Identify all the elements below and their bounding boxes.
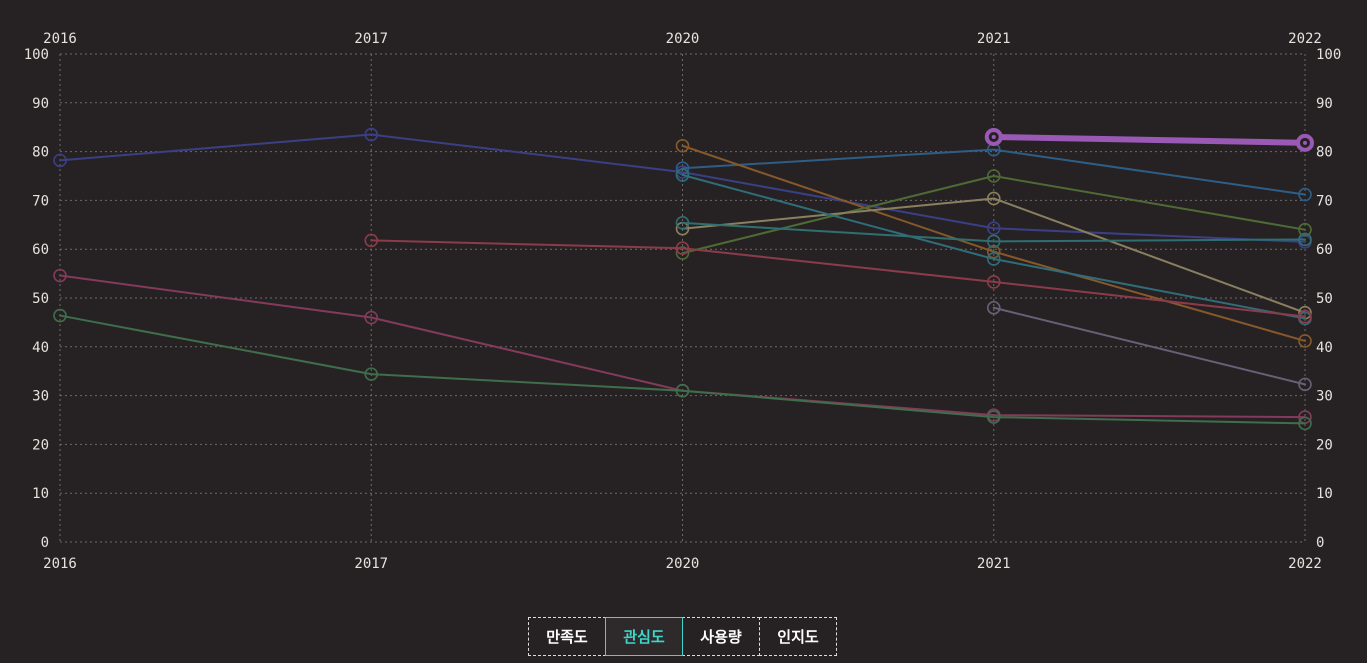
tab-interest[interactable]: 관심도 [605, 617, 683, 656]
series-8 [364, 233, 1312, 324]
y-tick-label-right: 80 [1316, 145, 1333, 161]
data-point[interactable] [675, 246, 690, 260]
data-point[interactable] [675, 216, 690, 230]
data-point[interactable] [675, 383, 690, 398]
data-point[interactable] [1298, 222, 1312, 237]
y-tick-label-left: 100 [24, 47, 49, 63]
y-tick-label-right: 60 [1316, 242, 1333, 258]
x-tick-label-top: 2017 [354, 31, 388, 47]
data-point[interactable] [364, 367, 379, 381]
x-tick-label-top: 2022 [1288, 31, 1322, 47]
data-point[interactable] [53, 268, 67, 283]
x-tick-label-bottom: 2017 [354, 556, 388, 572]
data-point[interactable] [986, 169, 1001, 183]
y-tick-label-right: 50 [1316, 291, 1333, 307]
series-4 [675, 169, 1312, 260]
series-line [370, 239, 1306, 318]
x-tick-label-top: 2020 [666, 31, 700, 47]
y-tick-label-left: 10 [32, 486, 49, 502]
data-point[interactable] [675, 138, 690, 153]
data-point[interactable] [1298, 187, 1312, 202]
grid [59, 53, 1306, 543]
data-point[interactable] [986, 191, 1001, 206]
tab-awareness[interactable]: 인지도 [759, 617, 837, 656]
x-tick-label-bottom: 2022 [1288, 556, 1322, 572]
data-point-center [1303, 140, 1307, 145]
tab-usage[interactable]: 사용량 [682, 617, 760, 656]
series-line [59, 133, 1306, 243]
y-tick-label-right: 20 [1316, 437, 1333, 453]
data-point[interactable] [53, 153, 67, 168]
series-6 [675, 168, 1312, 326]
y-tick-label-left: 40 [32, 340, 49, 356]
y-tick-label-right: 70 [1316, 193, 1333, 209]
series-line [992, 306, 1306, 386]
series-3 [675, 138, 1312, 348]
series-line [681, 221, 1306, 243]
y-tick-label-right: 40 [1316, 340, 1333, 356]
series-line [681, 148, 1306, 196]
series-9 [986, 300, 1312, 392]
y-tick-label-left: 60 [32, 242, 49, 258]
series-line [59, 314, 1306, 425]
data-point[interactable] [986, 275, 1001, 289]
data-point-center [991, 134, 996, 139]
y-tick-label-right: 100 [1316, 47, 1341, 63]
y-tick-label-right: 10 [1316, 486, 1333, 502]
x-tick-label-top: 2016 [43, 31, 77, 47]
series-line [990, 133, 1308, 146]
data-point[interactable] [986, 252, 1001, 266]
data-point[interactable] [1298, 334, 1312, 348]
series-0 [984, 127, 1314, 152]
data-point[interactable] [675, 241, 690, 256]
data-point[interactable] [1298, 232, 1312, 247]
series-7 [675, 216, 1312, 249]
data-point[interactable] [675, 168, 690, 182]
series-line [681, 144, 1306, 342]
data-point[interactable] [1298, 377, 1312, 392]
data-point[interactable] [1298, 416, 1312, 431]
series-line [681, 174, 1306, 320]
data-point[interactable] [986, 300, 1001, 315]
data-point[interactable] [986, 221, 1001, 236]
y-tick-label-left: 0 [41, 535, 49, 551]
data-point[interactable] [986, 244, 1001, 259]
data-point[interactable] [364, 127, 379, 142]
data-point[interactable] [1298, 309, 1312, 324]
x-tick-label-bottom: 2021 [977, 556, 1011, 572]
data-point[interactable] [364, 310, 379, 325]
y-tick-label-left: 20 [32, 437, 49, 453]
y-tick-label-left: 30 [32, 389, 49, 405]
y-tick-label-right: 0 [1316, 535, 1324, 551]
data-point[interactable] [986, 410, 1001, 424]
data-point[interactable] [364, 233, 379, 248]
series-line [681, 197, 1306, 314]
x-tick-label-top: 2021 [977, 31, 1011, 47]
series-11 [53, 308, 1312, 431]
y-tick-label-left: 50 [32, 291, 49, 307]
series-line [681, 175, 1306, 255]
x-tick-label-bottom: 2020 [666, 556, 700, 572]
y-tick-label-left: 70 [32, 193, 49, 209]
y-tick-label-right: 90 [1316, 96, 1333, 112]
data-point[interactable] [986, 234, 1001, 249]
y-tick-label-left: 90 [32, 96, 49, 112]
data-point[interactable] [53, 308, 67, 323]
series-layer [53, 127, 1314, 431]
y-tick-label-left: 80 [32, 145, 49, 161]
metric-tabs: 만족도 관심도 사용량 인지도 [528, 617, 837, 656]
y-tick-label-right: 30 [1316, 389, 1333, 405]
tab-satisfaction[interactable]: 만족도 [528, 617, 606, 656]
x-tick-label-bottom: 2016 [43, 556, 77, 572]
